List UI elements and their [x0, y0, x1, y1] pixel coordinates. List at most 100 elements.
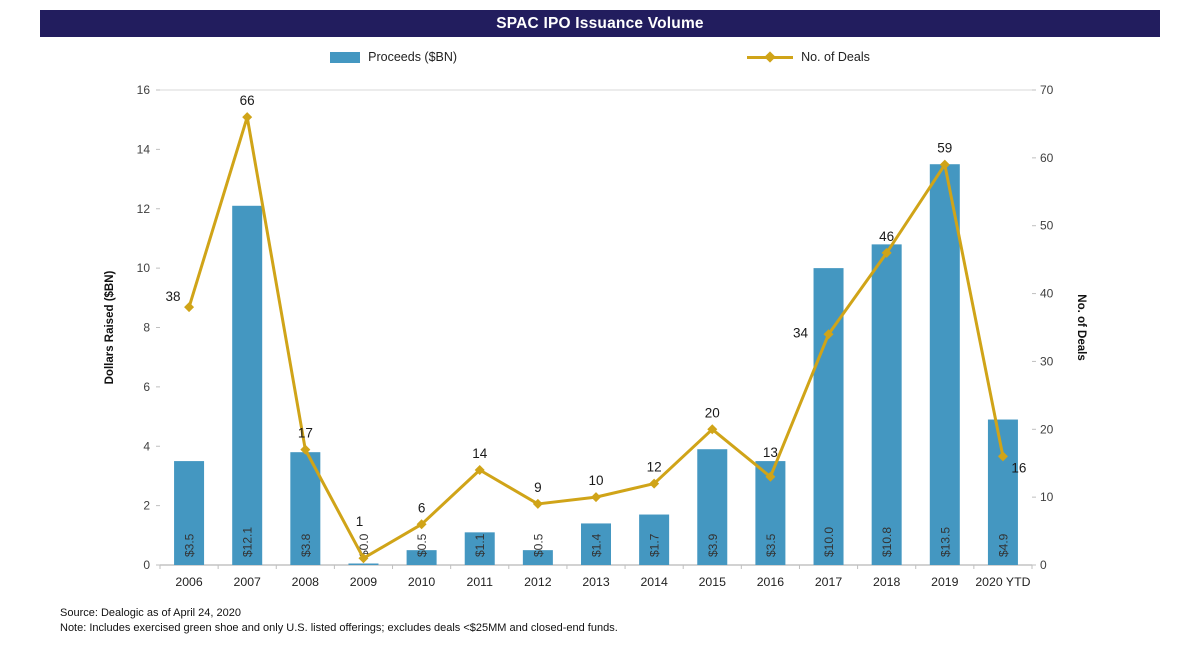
- bar-2018: [871, 244, 902, 565]
- legend-deals-label: No. of Deals: [801, 50, 870, 64]
- left-tick-label: 10: [137, 261, 151, 275]
- x-axis-label: 2013: [582, 575, 610, 589]
- deal-count-label: 38: [166, 289, 181, 304]
- legend-proceeds: Proceeds ($BN): [330, 50, 457, 64]
- x-axis-label: 2020 YTD: [975, 575, 1030, 589]
- bar-label: $3.5: [764, 533, 778, 557]
- deal-count-label: 13: [763, 445, 778, 460]
- bar-label: $10.0: [822, 527, 836, 557]
- deals-marker: [184, 302, 195, 313]
- methodology-note: Note: Includes exercised green shoe and …: [60, 622, 618, 634]
- bar-2011: [464, 532, 495, 565]
- deal-count-label: 12: [647, 460, 662, 475]
- bar-label: $10.8: [880, 527, 894, 557]
- deals-marker: [532, 498, 543, 509]
- deals-marker: [707, 424, 718, 435]
- x-axis-label: 2008: [292, 575, 320, 589]
- x-axis-label: 2017: [815, 575, 843, 589]
- right-tick-label: 30: [1040, 354, 1054, 368]
- x-axis-label: 2014: [640, 575, 668, 589]
- x-axis-label: 2006: [175, 575, 203, 589]
- deal-count-label: 46: [879, 229, 894, 244]
- deals-marker: [416, 519, 427, 530]
- bar-2014: [639, 514, 670, 565]
- deal-count-label: 66: [240, 93, 255, 108]
- bar-swatch-icon: [330, 51, 361, 63]
- left-tick-label: 8: [143, 321, 150, 335]
- right-tick-label: 0: [1040, 558, 1047, 572]
- bar-label: $12.1: [241, 527, 255, 557]
- left-tick-label: 12: [137, 202, 151, 216]
- bar-label: $4.9: [996, 533, 1010, 557]
- deals-marker: [939, 159, 950, 170]
- deal-count-label: 6: [418, 500, 426, 515]
- right-tick-label: 50: [1040, 219, 1054, 233]
- deals-marker: [591, 492, 601, 503]
- chart-title: SPAC IPO Issuance Volume: [496, 14, 704, 32]
- chart-footnotes: Source: Dealogic as of April 24, 2020 No…: [60, 606, 618, 636]
- bar-2010: [406, 550, 437, 565]
- deal-count-label: 14: [472, 446, 488, 461]
- deal-count-label: 17: [298, 426, 313, 441]
- deal-count-label: 9: [534, 480, 542, 495]
- x-axis-label: 2015: [699, 575, 727, 589]
- deals-marker: [823, 329, 834, 340]
- deal-count-label: 59: [937, 141, 952, 156]
- deals-marker: [649, 478, 660, 489]
- left-axis-title: Dollars Raised ($BN): [104, 270, 116, 384]
- source-note: Source: Dealogic as of April 24, 2020: [60, 607, 242, 619]
- line-swatch-icon: [747, 51, 794, 63]
- bar-label: $1.1: [473, 533, 487, 557]
- bar-2015: [697, 449, 728, 565]
- right-axis-title: No. of Deals: [1075, 294, 1087, 360]
- bar-label: $3.8: [299, 533, 313, 557]
- x-axis-label: 2018: [873, 575, 901, 589]
- bar-2007: [232, 205, 263, 565]
- x-axis-label: 2012: [524, 575, 552, 589]
- bar-label: $0.5: [531, 533, 545, 557]
- bar-2017: [813, 268, 844, 565]
- left-tick-label: 16: [137, 83, 151, 97]
- deal-count-label: 16: [1011, 460, 1026, 475]
- bar-label: $3.5: [183, 533, 197, 557]
- left-tick-label: 4: [143, 439, 150, 453]
- deals-marker: [881, 247, 892, 258]
- bar-2019: [929, 164, 960, 565]
- bar-label: $1.7: [648, 533, 662, 557]
- legend-proceeds-label: Proceeds ($BN): [368, 50, 458, 64]
- deal-count-label: 10: [588, 473, 603, 488]
- chart-title-bar: SPAC IPO Issuance Volume: [40, 10, 1160, 37]
- bar-label: $1.4: [590, 533, 604, 557]
- bar-2012: [522, 550, 553, 565]
- x-axis-label: 2016: [757, 575, 785, 589]
- legend-deals: No. of Deals: [747, 50, 870, 64]
- bar-label: $0.5: [415, 533, 429, 557]
- deal-count-label: 20: [705, 405, 720, 420]
- right-tick-label: 60: [1040, 151, 1054, 165]
- left-tick-label: 14: [137, 142, 151, 156]
- right-tick-label: 40: [1040, 287, 1054, 301]
- bar-2009: [348, 563, 379, 565]
- right-tick-label: 70: [1040, 83, 1054, 97]
- chart-area: 0 2 4 6 8 10 12 14 16 0 10 20 30 40 50 60 70 $3.5 $12.1 $3.…: [0, 78, 1200, 592]
- x-axis-label: 2009: [350, 575, 378, 589]
- deals-marker: [474, 465, 485, 475]
- deals-marker: [358, 553, 369, 564]
- x-axis-label: 2019: [931, 575, 959, 589]
- deals-marker: [765, 471, 776, 482]
- x-axis-label: 2011: [467, 575, 494, 589]
- bar-label: $3.9: [706, 533, 720, 557]
- deals-marker: [300, 444, 311, 455]
- right-tick-label: 20: [1040, 422, 1054, 436]
- left-tick-label: 0: [143, 558, 150, 572]
- bar-label: $13.5: [938, 527, 952, 557]
- deal-count-label: 34: [793, 325, 809, 340]
- x-axis-label: 2007: [234, 575, 262, 589]
- left-tick-label: 2: [143, 499, 150, 513]
- bar-2020 YTD: [987, 419, 1018, 565]
- x-axis-label: 2010: [408, 575, 436, 589]
- left-tick-label: 6: [143, 380, 150, 394]
- deals-marker: [997, 451, 1008, 462]
- deal-count-label: 1: [356, 514, 364, 529]
